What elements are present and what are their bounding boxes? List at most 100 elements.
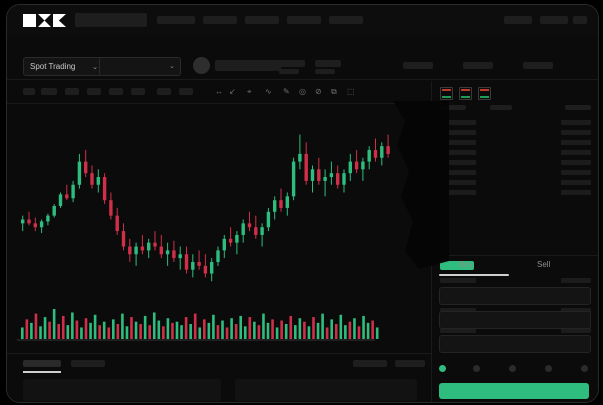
tablet-frame: Spot Trading ⌄ ⌄ ↔ ↙ ⌖ ∿ ✎ ◎ ⊘ ⧉ ⬚ — [6, 4, 599, 403]
bid-row[interactable] — [440, 307, 591, 314]
order-price — [440, 140, 476, 145]
ask-row[interactable] — [440, 139, 591, 146]
order-price — [440, 160, 476, 165]
nav-item-3[interactable] — [245, 16, 279, 24]
slider-dot-3[interactable] — [509, 365, 516, 372]
order-price — [440, 170, 476, 175]
market-stat-2-label — [315, 69, 335, 74]
top-navigation-bar — [7, 5, 598, 36]
pair-selector[interactable]: ⌄ — [99, 57, 181, 76]
order-amount — [561, 150, 591, 155]
timeframe-button-6[interactable] — [131, 88, 145, 95]
chevron-down-icon: ⌄ — [169, 63, 175, 70]
order-price — [440, 308, 476, 313]
chevron-down-icon: ⌄ — [92, 63, 98, 71]
slider-dot-4[interactable] — [545, 365, 552, 372]
ask-row[interactable] — [440, 189, 591, 196]
okx-logo[interactable] — [23, 14, 67, 27]
tab-order-history[interactable] — [71, 360, 105, 367]
search-input[interactable] — [75, 13, 147, 27]
timeframe-button-7[interactable] — [157, 88, 171, 95]
amount-slider[interactable] — [439, 365, 589, 375]
trendline-icon[interactable]: ↙ — [229, 87, 236, 96]
ask-row[interactable] — [440, 149, 591, 156]
price-field[interactable] — [439, 287, 591, 305]
ask-row[interactable] — [440, 129, 591, 136]
timeframe-button-5[interactable] — [109, 88, 123, 95]
amount-field[interactable] — [439, 311, 591, 329]
mid-price-badge — [440, 261, 474, 270]
measure-icon[interactable]: ⌖ — [247, 87, 252, 96]
orderbook-both-icon[interactable] — [440, 87, 453, 100]
order-price — [440, 278, 476, 283]
col-amount — [490, 105, 512, 110]
orders-right-item-2[interactable] — [395, 360, 425, 367]
order-book-panel — [431, 81, 598, 402]
eye-icon[interactable]: ⧉ — [331, 87, 337, 96]
tab-buy[interactable]: Buy — [459, 260, 473, 269]
orderbook-asks-icon[interactable] — [459, 87, 472, 100]
total-field[interactable] — [439, 335, 591, 353]
crosshair-icon[interactable]: ↔ — [215, 87, 223, 96]
market-type-label: Spot Trading — [30, 62, 76, 71]
active-tab-underline — [439, 274, 509, 276]
wave-icon[interactable]: ∿ — [265, 87, 272, 96]
market-stat-2-value — [315, 60, 341, 67]
trash-icon[interactable]: ⬚ — [347, 87, 355, 96]
slider-dot-2[interactable] — [473, 365, 480, 372]
timeframe-button-8[interactable] — [179, 88, 193, 95]
order-price — [440, 328, 476, 333]
nav-right-item-2[interactable] — [540, 16, 568, 24]
lock-icon[interactable]: ⊘ — [315, 87, 322, 96]
order-price — [440, 120, 476, 125]
order-amount — [561, 278, 591, 283]
orders-right-item-1[interactable] — [353, 360, 387, 367]
app-screen: Spot Trading ⌄ ⌄ ↔ ↙ ⌖ ∿ ✎ ◎ ⊘ ⧉ ⬚ — [7, 5, 598, 402]
slider-dot-5[interactable] — [581, 365, 588, 372]
market-stat-1-value — [279, 60, 305, 67]
orders-panel-right — [235, 379, 417, 401]
timeframe-button-4[interactable] — [87, 88, 101, 95]
orderbook-bids-icon[interactable] — [478, 87, 491, 100]
volume-svg — [17, 309, 379, 341]
timeframe-button-1[interactable] — [23, 88, 35, 95]
tab-open-orders[interactable] — [23, 360, 61, 367]
order-price — [440, 130, 476, 135]
nav-right-item-1[interactable] — [504, 16, 532, 24]
orders-panel-left — [23, 379, 221, 401]
col-price — [440, 105, 466, 110]
ask-rows[interactable] — [440, 119, 591, 199]
ask-row[interactable] — [440, 169, 591, 176]
order-amount — [561, 190, 591, 195]
order-book-header — [440, 105, 591, 111]
order-amount — [561, 308, 591, 313]
slider-dot-1[interactable] — [439, 365, 446, 372]
nav-item-2[interactable] — [203, 16, 237, 24]
nav-right-item-3[interactable] — [573, 16, 587, 24]
orders-tab-underline — [23, 371, 61, 373]
ask-row[interactable] — [440, 119, 591, 126]
timeframe-button-3[interactable] — [65, 88, 79, 95]
ask-row[interactable] — [440, 159, 591, 166]
candlestick-chart[interactable] — [7, 103, 431, 303]
nav-item-1[interactable] — [157, 16, 195, 24]
order-amount — [561, 180, 591, 185]
timeframe-button-2[interactable] — [41, 88, 57, 95]
nav-item-4[interactable] — [287, 16, 321, 24]
trade-tabs: Buy Sell — [431, 255, 598, 278]
magnet-icon[interactable]: ◎ — [299, 87, 306, 96]
ask-row[interactable] — [440, 179, 591, 186]
order-price — [440, 150, 476, 155]
volume-histogram — [7, 303, 431, 353]
chart-toolbar: ↔ ↙ ⌖ ∿ ✎ ◎ ⊘ ⧉ ⬚ — [7, 81, 431, 104]
bid-row[interactable] — [440, 327, 591, 334]
order-amount — [561, 328, 591, 333]
order-amount — [561, 170, 591, 175]
order-amount — [561, 160, 591, 165]
bid-row[interactable] — [440, 277, 591, 284]
submit-order-button[interactable] — [439, 383, 589, 399]
nav-item-5[interactable] — [329, 16, 363, 24]
tab-sell[interactable]: Sell — [537, 260, 551, 269]
pencil-icon[interactable]: ✎ — [283, 87, 290, 96]
market-type-selector[interactable]: Spot Trading ⌄ — [23, 57, 105, 76]
